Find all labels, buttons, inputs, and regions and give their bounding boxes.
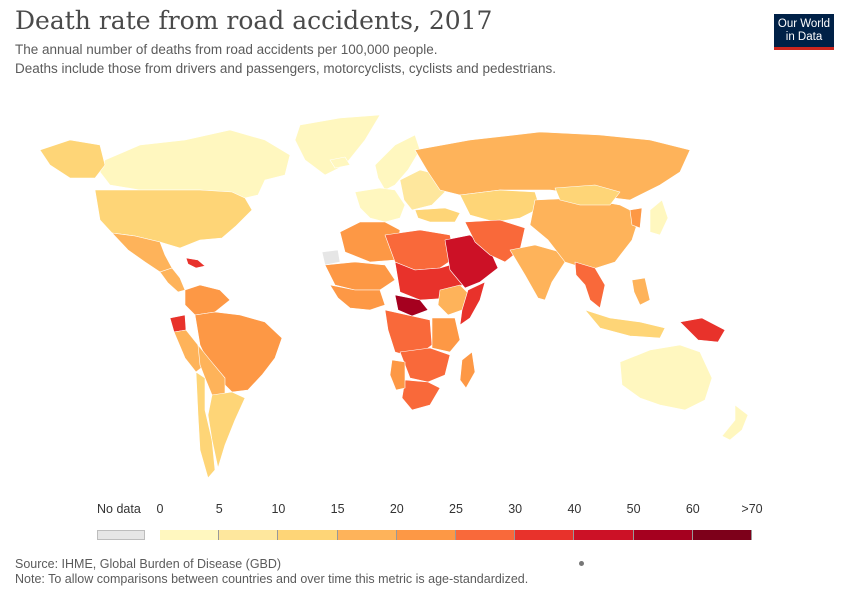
note-text: Note: To allow comparisons between count… bbox=[15, 572, 529, 586]
country-indonesia[interactable] bbox=[584, 309, 666, 339]
legend-tick: 40 bbox=[567, 502, 582, 516]
legend-bin[interactable] bbox=[633, 530, 693, 540]
legend-tick: 50 bbox=[626, 502, 641, 516]
country-western-europe[interactable] bbox=[354, 187, 406, 223]
country-philippines[interactable] bbox=[631, 277, 651, 306]
legend-bin[interactable] bbox=[219, 530, 279, 540]
legend-tick: 60 bbox=[685, 502, 700, 516]
legend-tick: 10 bbox=[271, 502, 286, 516]
country-southern-africa[interactable] bbox=[399, 347, 451, 383]
country-canada[interactable] bbox=[99, 129, 291, 199]
legend-bin[interactable] bbox=[456, 530, 516, 540]
country-ecuador[interactable] bbox=[169, 314, 187, 333]
legend-bin[interactable] bbox=[515, 530, 575, 540]
country-russia[interactable] bbox=[414, 131, 691, 201]
country-somalia[interactable] bbox=[459, 281, 486, 326]
country-australia[interactable] bbox=[619, 344, 713, 411]
legend-tick: >70 bbox=[741, 502, 763, 516]
legend-tick: 25 bbox=[449, 502, 463, 516]
chart-title: Death rate from road accidents, 2017 bbox=[15, 6, 493, 35]
legend-bin[interactable] bbox=[574, 530, 634, 540]
legend-tick: 20 bbox=[389, 502, 404, 516]
country-korea[interactable] bbox=[629, 207, 643, 229]
country-japan[interactable] bbox=[649, 199, 669, 236]
country-mongolia[interactable] bbox=[554, 184, 621, 206]
country-mainland-se-asia[interactable] bbox=[574, 261, 606, 309]
chart-subtitle: The annual number of deaths from road ac… bbox=[15, 42, 438, 57]
chart-subtitle-note: Deaths include those from drivers and pa… bbox=[15, 61, 556, 76]
country-colombia-venezuela[interactable] bbox=[184, 284, 231, 316]
owid-logo[interactable]: Our World in Data bbox=[774, 14, 834, 50]
country-caribbean-haiti[interactable] bbox=[185, 257, 206, 269]
country-india[interactable] bbox=[509, 244, 566, 301]
logo-line1: Our World bbox=[777, 18, 831, 30]
legend-bin[interactable] bbox=[160, 530, 220, 540]
country-papua-new-guinea[interactable] bbox=[679, 317, 726, 343]
legend-nodata-label: No data bbox=[97, 502, 141, 516]
country-argentina[interactable] bbox=[207, 391, 246, 469]
country-central-america[interactable] bbox=[159, 267, 186, 293]
country-south-africa[interactable] bbox=[401, 379, 441, 411]
country-kazakhstan[interactable] bbox=[459, 189, 541, 223]
source-text: Source: IHME, Global Burden of Disease (… bbox=[15, 557, 282, 571]
legend-nodata-swatch[interactable] bbox=[97, 530, 145, 540]
country-alaska[interactable] bbox=[39, 139, 106, 179]
country-madagascar[interactable] bbox=[459, 351, 476, 389]
legend-tick: 15 bbox=[330, 502, 345, 516]
country-iceland[interactable] bbox=[329, 156, 351, 169]
legend-bin[interactable] bbox=[278, 530, 338, 540]
country-turkey[interactable] bbox=[414, 207, 461, 223]
country-western-sahara[interactable] bbox=[321, 249, 341, 266]
legend-tick: 30 bbox=[508, 502, 523, 516]
legend-bin[interactable] bbox=[337, 530, 397, 540]
country-new-zealand[interactable] bbox=[721, 404, 749, 441]
country-west-africa[interactable] bbox=[329, 284, 386, 311]
timeline-handle[interactable] bbox=[579, 561, 584, 566]
logo-line2: in Data bbox=[785, 31, 823, 43]
country-iran-afghanistan[interactable] bbox=[464, 219, 526, 263]
country-car[interactable] bbox=[394, 294, 429, 317]
legend-tick: 5 bbox=[215, 502, 223, 516]
country-namibia[interactable] bbox=[389, 359, 406, 391]
legend-bin[interactable] bbox=[692, 530, 752, 540]
legend-bin[interactable] bbox=[396, 530, 456, 540]
legend-tick: 0 bbox=[156, 502, 164, 516]
country-sahel[interactable] bbox=[324, 261, 396, 291]
country-scandinavia[interactable] bbox=[374, 134, 421, 191]
country-chile[interactable] bbox=[195, 371, 216, 479]
country-east-africa[interactable] bbox=[431, 317, 461, 353]
